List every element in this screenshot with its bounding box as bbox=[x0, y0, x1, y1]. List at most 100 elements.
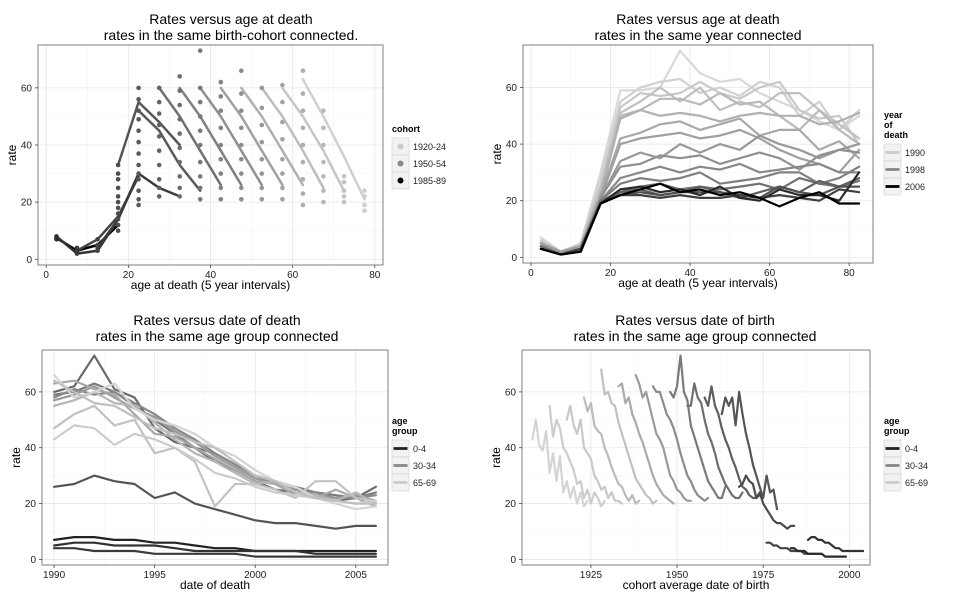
data-point bbox=[239, 171, 244, 176]
data-point bbox=[321, 159, 326, 165]
legend-label: 30-34 bbox=[905, 461, 928, 471]
chart-subtitle: rates in the same year connected bbox=[594, 27, 801, 43]
data-point bbox=[177, 185, 182, 191]
data-point bbox=[218, 125, 224, 131]
data-point bbox=[321, 174, 326, 179]
data-point bbox=[300, 108, 306, 113]
data-point bbox=[300, 68, 306, 73]
data-point bbox=[197, 85, 203, 91]
series-line-3 bbox=[565, 404, 624, 505]
data-point bbox=[74, 245, 80, 251]
data-point bbox=[321, 188, 326, 193]
y-tick-label: 60 bbox=[505, 387, 517, 398]
data-point bbox=[115, 177, 121, 182]
series-line-10 bbox=[219, 86, 284, 187]
data-point bbox=[239, 157, 244, 162]
series-line-9 bbox=[52, 379, 377, 508]
x-tick-label: 20 bbox=[123, 270, 135, 281]
y-tick-label: 0 bbox=[26, 255, 32, 266]
series-line-2 bbox=[52, 541, 377, 555]
data-point bbox=[321, 108, 326, 113]
data-point bbox=[136, 128, 141, 133]
x-axis-label: date of death bbox=[180, 578, 250, 592]
data-point bbox=[239, 68, 244, 73]
x-tick-label: 1990 bbox=[43, 570, 66, 581]
plot-border bbox=[522, 44, 874, 264]
y-tick-label: 40 bbox=[21, 141, 33, 152]
data-point bbox=[156, 185, 162, 191]
data-point bbox=[300, 125, 306, 131]
legend-label: 1985-89 bbox=[413, 176, 446, 186]
data-point bbox=[197, 197, 203, 202]
legend-title: group bbox=[884, 426, 910, 436]
data-point bbox=[280, 119, 285, 125]
plot-area bbox=[54, 48, 367, 256]
legend-title: death bbox=[884, 130, 908, 140]
data-point bbox=[156, 194, 162, 199]
data-point bbox=[280, 157, 285, 162]
data-point bbox=[218, 94, 224, 99]
data-point bbox=[218, 108, 224, 113]
legend-label: 0-4 bbox=[905, 444, 918, 454]
series-line-2 bbox=[548, 404, 606, 508]
series-line-11 bbox=[703, 385, 761, 500]
series-line-1 bbox=[52, 535, 377, 553]
data-point bbox=[341, 188, 347, 193]
series-line-6 bbox=[617, 382, 675, 505]
series-line-9 bbox=[669, 354, 727, 500]
data-point bbox=[115, 194, 121, 199]
plot-background bbox=[523, 45, 873, 263]
legend-title: age bbox=[392, 416, 408, 426]
data-point bbox=[136, 177, 141, 182]
data-point bbox=[259, 139, 265, 145]
x-axis-label: cohort average date of birth bbox=[623, 578, 770, 592]
x-tick-label: 40 bbox=[684, 268, 696, 279]
legend-label: 0-4 bbox=[413, 444, 426, 454]
data-point bbox=[362, 188, 367, 193]
data-point bbox=[218, 79, 224, 85]
data-point bbox=[197, 48, 203, 53]
y-tick-label: 0 bbox=[511, 253, 517, 264]
series-line-10 bbox=[52, 390, 377, 505]
data-point bbox=[54, 235, 59, 241]
data-point bbox=[300, 191, 306, 196]
series-line-13 bbox=[281, 86, 346, 192]
legend-title: cohort bbox=[392, 124, 420, 134]
plot-border bbox=[521, 349, 871, 566]
x-tick-label: 2005 bbox=[345, 570, 368, 581]
x-tick-label: 2000 bbox=[838, 570, 861, 581]
series-line-3 bbox=[52, 547, 377, 558]
x-tick-label: 1925 bbox=[580, 570, 603, 581]
data-point bbox=[136, 117, 141, 122]
data-point bbox=[156, 148, 162, 153]
data-point bbox=[115, 199, 121, 205]
data-point bbox=[177, 74, 182, 79]
legend-label: 2006 bbox=[905, 182, 925, 192]
series-line-12 bbox=[720, 390, 779, 511]
series-line-11 bbox=[240, 86, 305, 187]
series-line-14 bbox=[52, 379, 377, 505]
y-tick-label: 0 bbox=[510, 555, 516, 566]
y-tick-label: 40 bbox=[25, 443, 37, 454]
data-point bbox=[156, 134, 162, 139]
plot-area bbox=[531, 354, 865, 558]
series-line-5 bbox=[116, 100, 181, 167]
data-point bbox=[136, 202, 141, 208]
x-tick-label: 0 bbox=[43, 270, 49, 281]
legend-point bbox=[397, 160, 404, 167]
chart-subtitle: rates in the same birth-cohort connected… bbox=[104, 27, 358, 43]
data-point bbox=[239, 108, 244, 113]
data-point bbox=[197, 185, 203, 191]
series-line-16 bbox=[789, 547, 848, 558]
data-point bbox=[218, 185, 224, 191]
data-point bbox=[177, 131, 182, 136]
data-point bbox=[156, 177, 162, 182]
data-point bbox=[136, 188, 141, 193]
series-line-6 bbox=[137, 109, 202, 192]
data-point bbox=[259, 122, 265, 128]
plot-area bbox=[52, 354, 377, 558]
data-point bbox=[177, 174, 182, 179]
data-point bbox=[115, 205, 121, 211]
